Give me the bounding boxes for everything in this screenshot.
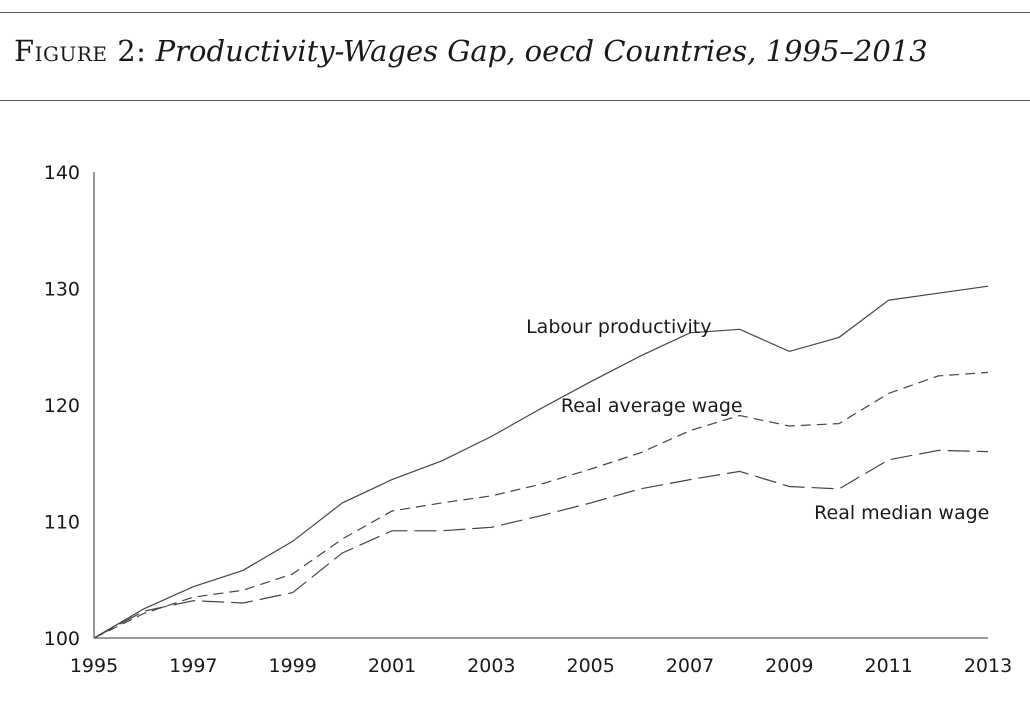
top-rule — [0, 12, 1030, 13]
bottom-rule — [0, 100, 1030, 101]
x-tick-label: 2001 — [368, 655, 416, 677]
series-line-2 — [93, 371, 989, 639]
chart-axes: 100 110 120 130 140 1995 1997 1999 2001 2003 2005 2… — [44, 162, 1012, 677]
x-tick-label: 1995 — [70, 655, 118, 677]
y-tick-label: 100 — [44, 628, 80, 650]
figure-title-text: Productivity-Wages Gap, oecd Countries, … — [155, 34, 928, 68]
x-tick-label: 1997 — [169, 655, 217, 677]
x-tick-label: 2013 — [964, 655, 1012, 677]
chart-series-labels: Labour productivity Real average wage Real… — [526, 316, 989, 524]
series-label-2: Real average wage — [561, 395, 743, 417]
y-tick-label: 110 — [44, 512, 80, 534]
series-label-1: Labour productivity — [526, 316, 711, 338]
x-tick-label: 2011 — [864, 655, 912, 677]
figure-title: Figure 2: Productivity-Wages Gap, oecd C… — [14, 34, 928, 69]
x-tick-label: 2003 — [467, 655, 515, 677]
x-tick-label: 2005 — [566, 655, 614, 677]
chart-series — [93, 285, 989, 639]
x-tick-label: 2007 — [666, 655, 714, 677]
figure-label: Figure 2: — [14, 34, 147, 68]
x-tick-label: 1999 — [268, 655, 316, 677]
x-tick-label: 2009 — [765, 655, 813, 677]
y-tick-label: 140 — [44, 162, 80, 184]
series-line-1 — [93, 285, 989, 639]
series-label-3: Real median wage — [814, 502, 989, 524]
y-tick-label: 130 — [44, 279, 80, 301]
series-line-3 — [93, 449, 989, 639]
y-tick-label: 120 — [44, 395, 80, 417]
